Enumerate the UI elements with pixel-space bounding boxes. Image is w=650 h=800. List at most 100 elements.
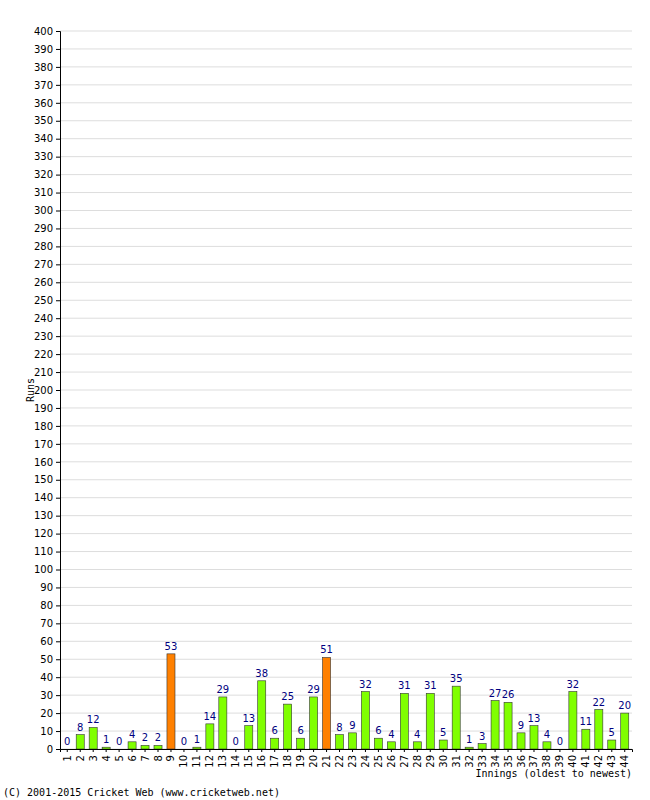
grid-line [60,192,632,193]
y-tick-label: 340 [34,133,53,144]
y-tick-label: 30 [40,690,53,701]
x-tick-mark [624,749,625,752]
y-tick: 110 [34,546,60,557]
y-tick: 230 [34,331,60,342]
y-tick: 250 [34,295,60,306]
data-label: 22 [592,697,605,708]
y-tick-mark [56,444,60,445]
x-tick-mark [183,749,184,752]
data-label: 6 [272,725,278,736]
x-tick-mark [158,749,159,752]
x-tick-mark [261,749,262,752]
y-tick-mark [56,570,60,571]
x-tick-mark [287,749,288,752]
data-label: 3 [479,731,485,742]
x-tick-mark [404,749,405,752]
x-tick-mark [352,749,353,752]
bar [452,686,460,749]
bar [102,747,110,749]
bar [621,713,629,749]
x-tick-mark [196,749,197,752]
y-tick: 130 [34,510,60,521]
x-tick-label: 36 [516,755,527,768]
grid-line [60,174,632,175]
y-tick: 30 [40,690,60,701]
data-label: 9 [349,720,355,731]
x-tick-label: 30 [438,755,449,768]
y-tick: 330 [34,151,60,162]
data-label: 31 [424,680,437,691]
data-label: 27 [489,688,502,699]
x-tick-label: 9 [165,755,176,761]
grid-line [60,390,632,391]
data-label: 29 [216,684,229,695]
data-labels: 0812104225301142901338625629518932643143… [64,641,631,747]
y-tick-label: 50 [40,654,53,665]
grid-line [60,587,632,588]
bar [608,740,616,749]
y-tick: 120 [34,528,60,539]
y-tick: 400 [34,26,60,37]
data-label: 0 [233,736,239,747]
y-tick-mark [56,659,60,660]
bar [361,692,369,749]
x-tick-label: 11 [191,755,202,768]
y-tick: 220 [34,349,60,360]
chart: 0102030405060708090100110120130140150160… [0,0,650,800]
y-tick-label: 40 [40,672,53,683]
bar [478,744,486,749]
grid-line [60,300,632,301]
data-label: 0 [181,736,187,747]
x-tick-mark [93,749,94,752]
y-tick: 380 [34,62,60,73]
bar [206,724,214,749]
y-tick-mark [56,390,60,391]
y-tick-mark [56,211,60,212]
x-tick: 24 [360,749,371,768]
bar [310,697,318,749]
bar [595,710,603,749]
grid-line [60,372,632,373]
x-tick-mark [209,749,210,752]
x-tick-label: 26 [386,755,397,768]
y-tick-label: 400 [34,26,53,37]
data-label: 5 [609,727,615,738]
bar [141,745,149,749]
y-tick-label: 120 [34,528,53,539]
data-label: 53 [165,641,178,652]
bar [180,749,188,750]
bar [504,702,512,749]
y-tick: 210 [34,367,60,378]
bar [115,749,123,750]
x-tick-mark [67,749,68,752]
y-tick-label: 300 [34,205,53,216]
x-tick: 13 [217,749,228,768]
grid-line [60,695,632,696]
x-tick-label: 31 [451,755,462,768]
x-tick-mark [443,749,444,752]
data-label: 8 [336,722,342,733]
x-tick-label: 7 [140,755,151,761]
y-tick-label: 350 [34,115,53,126]
x-tick-label: 23 [347,755,358,768]
x-tick-mark [326,749,327,752]
grid-line [60,461,632,462]
grid-line [60,407,632,408]
y-tick-mark [56,605,60,606]
x-tick-label: 32 [464,755,475,768]
x-tick: 3 [88,749,99,761]
x-tick: 14 [230,749,241,768]
bar [76,735,84,749]
data-label: 31 [398,680,411,691]
data-label: 29 [307,684,320,695]
x-tick-label: 39 [554,755,565,768]
grid-line [60,713,632,714]
y-tick: 0 [47,744,60,755]
y-tick: 290 [34,223,60,234]
x-tick-mark [611,749,612,752]
y-tick-mark [56,354,60,355]
y-tick-mark [56,67,60,68]
y-tick-label: 310 [34,187,53,198]
y-tick-mark [56,426,60,427]
y-tick: 350 [34,115,60,126]
